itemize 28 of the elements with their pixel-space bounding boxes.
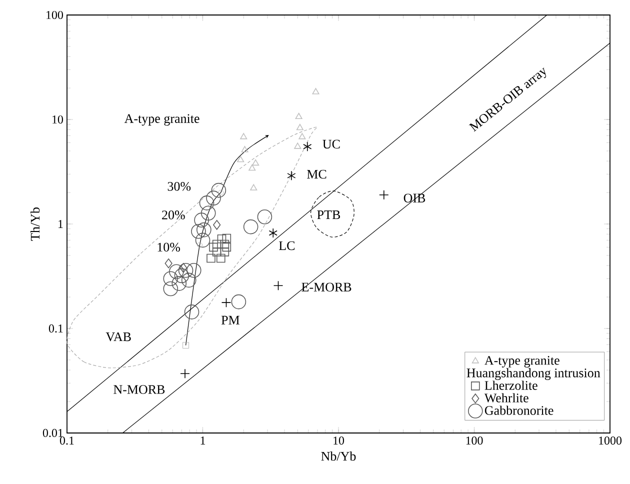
x-axis-title: Nb/Yb: [321, 452, 356, 461]
legend-label: Gabbronorite: [484, 406, 554, 415]
legend-label: Wehrlite: [484, 393, 528, 402]
y-tick-label: 10: [52, 115, 64, 124]
y-axis-title: Th/Yb: [30, 208, 40, 241]
annotation: A-type granite: [124, 114, 200, 126]
x-tick-label: 1000: [599, 436, 622, 445]
annotation: N-MORB: [114, 385, 165, 394]
annotation: PM: [221, 316, 240, 324]
annotation: UC: [322, 140, 340, 149]
legend-label: Lherzolite: [484, 380, 538, 390]
x-tick-label: 100: [466, 436, 483, 445]
annotation: LC: [278, 241, 294, 250]
x-tick-label: 0.1: [60, 436, 74, 445]
annotation: VAB: [106, 332, 131, 342]
annotation: MC: [307, 170, 326, 179]
legend-label: A-type granite: [484, 356, 560, 368]
x-tick-label: 1: [200, 436, 206, 444]
legend-title: Huangshandong intrusion: [466, 368, 600, 380]
annotation: 20%: [162, 210, 185, 220]
annotation: 10%: [158, 242, 180, 252]
annotation: PTB: [317, 210, 340, 220]
y-tick-label: 100: [46, 10, 64, 20]
y-tick-label: 0.01: [42, 428, 63, 438]
y-tick-label: 0.1: [48, 324, 63, 333]
annotation: 30%: [168, 182, 191, 191]
y-tick-label: 1: [58, 220, 63, 228]
x-tick-label: 10: [334, 436, 344, 445]
